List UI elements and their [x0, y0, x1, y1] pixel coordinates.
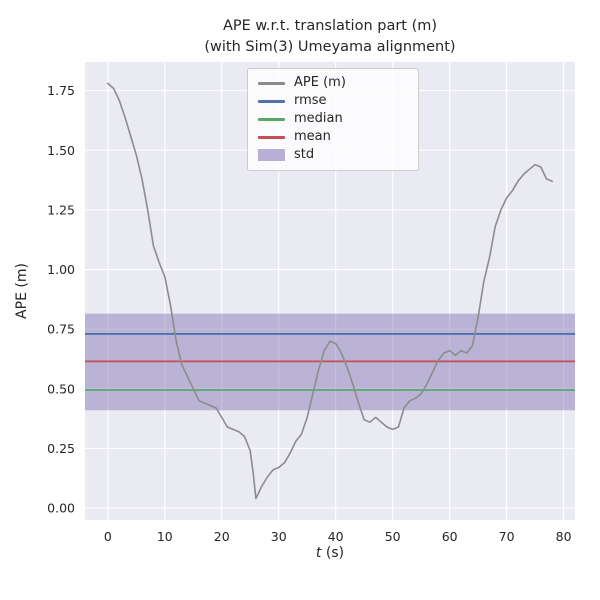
legend-item-std: std — [258, 147, 408, 163]
x-tick-label: 50 — [385, 529, 401, 544]
x-tick-label: 0 — [104, 529, 112, 544]
x-tick-label: 10 — [157, 529, 173, 544]
chart-title: APE w.r.t. translation part (m) — [222, 18, 438, 34]
y-tick-label: 0.25 — [47, 441, 75, 456]
chart-subtitle: (with Sim(3) Umeyama alignment) — [204, 39, 456, 55]
rmse-line-swatch — [258, 99, 285, 103]
y-tick-label: 1.75 — [47, 83, 75, 98]
legend-label: median — [294, 111, 343, 126]
legend-item-ape: APE (m) — [258, 75, 408, 91]
legend-label: mean — [294, 129, 331, 144]
legend-item-median: median — [258, 111, 408, 127]
x-tick-label: 70 — [499, 529, 515, 544]
x-tick-label: 40 — [328, 529, 344, 544]
x-tick-label: 20 — [214, 529, 230, 544]
legend-item-rmse: rmse — [258, 93, 408, 109]
y-tick-label: 0.00 — [47, 501, 75, 516]
y-tick-label: 0.50 — [47, 381, 75, 396]
ape-line-swatch — [258, 81, 285, 85]
x-axis-label: t (s) — [316, 545, 344, 561]
y-tick-label: 1.25 — [47, 202, 75, 217]
legend-label: APE (m) — [294, 75, 346, 90]
y-tick-label: 0.75 — [47, 322, 75, 337]
x-axis-variable: t — [315, 545, 322, 561]
legend: APE (m) rmse median mean std — [247, 68, 419, 171]
y-tick-label: 1.00 — [47, 262, 75, 277]
x-tick-label: 30 — [271, 529, 287, 544]
x-tick-label: 60 — [442, 529, 458, 544]
x-axis-unit: (s) — [321, 545, 345, 561]
y-axis-label: APE (m) — [14, 263, 30, 319]
std-patch-swatch — [258, 149, 285, 162]
legend-label: rmse — [294, 93, 327, 108]
mean-line-swatch — [258, 135, 285, 139]
ape-series-line — [107, 82, 554, 500]
y-tick-label: 1.50 — [47, 143, 75, 158]
x-tick-label: 80 — [556, 529, 572, 544]
median-line-swatch — [258, 117, 285, 121]
legend-item-mean: mean — [258, 129, 408, 145]
title-block: APE w.r.t. translation part (m) (with Si… — [85, 16, 575, 58]
legend-label: std — [294, 147, 315, 162]
